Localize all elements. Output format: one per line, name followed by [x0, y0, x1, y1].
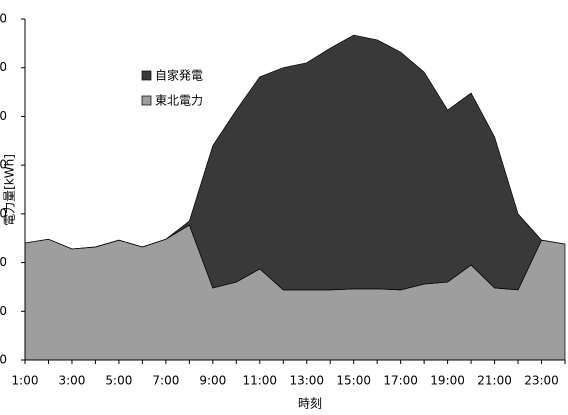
x-tick-label: 9:00: [199, 374, 226, 388]
x-tick-label: 11:00: [242, 374, 277, 388]
y-tick-label: 200: [0, 255, 7, 269]
x-tick-label: 13:00: [289, 374, 324, 388]
legend-swatch: [141, 95, 152, 106]
legend-label: 東北電力: [155, 94, 203, 108]
y-tick-label: 400: [0, 158, 7, 172]
x-tick-label: 15:00: [336, 374, 371, 388]
y-axis-label: 電力量[kWh]: [3, 154, 17, 226]
y-tick-label: 0: [0, 353, 7, 367]
x-tick-label: 21:00: [477, 374, 512, 388]
y-tick-label: 500: [0, 109, 7, 123]
x-tick-label: 1:00: [12, 374, 39, 388]
x-axis-label: 時刻: [298, 397, 322, 411]
area: [24, 34, 566, 291]
x-tick-label: 17:00: [383, 374, 418, 388]
legend-label: 自家発電: [155, 68, 203, 83]
x-tick-label: 3:00: [58, 374, 85, 388]
y-tick-label: 300: [0, 206, 7, 220]
legend-swatch: [141, 70, 152, 81]
x-tick-label: 23:00: [524, 374, 559, 388]
x-tick-label: 5:00: [105, 374, 132, 388]
x-tick-label: 19:00: [430, 374, 465, 388]
y-tick-label: 100: [0, 304, 7, 318]
y-tick-label: 700: [0, 12, 7, 26]
y-tick-label: 600: [0, 60, 7, 74]
x-tick-label: 7:00: [152, 374, 179, 388]
